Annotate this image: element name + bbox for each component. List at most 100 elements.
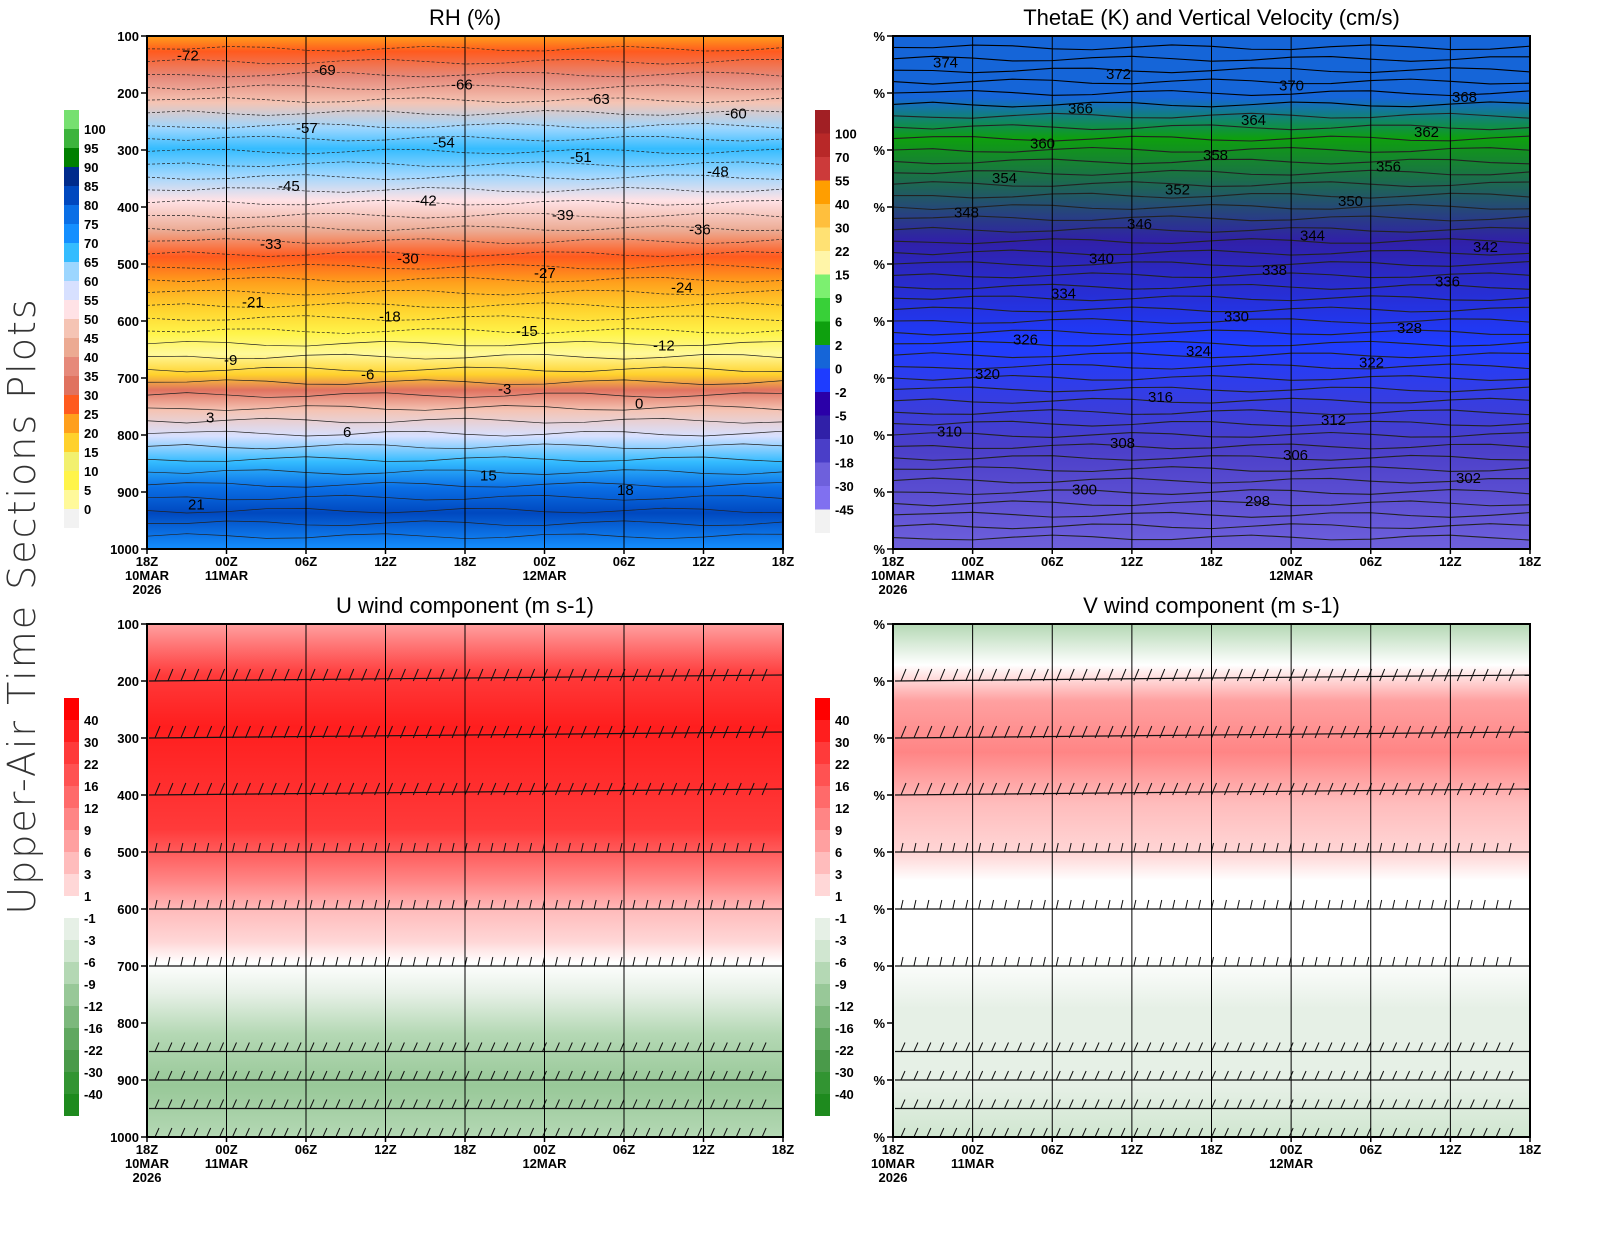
wind-barb (1392, 1099, 1398, 1109)
x-tick-label: 18Z (882, 554, 904, 569)
wind-barb (1094, 1042, 1100, 1052)
wind-barb (991, 1070, 997, 1081)
colorbar-swatch (64, 300, 79, 319)
wind-barb (1146, 1099, 1152, 1109)
wind-barb (1379, 956, 1383, 967)
wind-barb (335, 842, 339, 853)
wind-barb (1133, 668, 1140, 682)
wind-barb (1172, 725, 1179, 739)
wind-barb (1236, 1099, 1242, 1109)
wind-barb (1016, 1099, 1022, 1109)
wind-barb (412, 842, 416, 853)
wind-barb (697, 668, 703, 682)
wind-barb (1495, 842, 1499, 853)
wind-barb (1042, 1099, 1048, 1109)
wind-barb (991, 899, 995, 910)
wind-barb (606, 1127, 612, 1138)
wind-barb (619, 842, 623, 853)
wind-barb (257, 1127, 263, 1138)
wind-barb (1430, 899, 1434, 910)
contour-label: 342 (1473, 239, 1498, 256)
wind-barb (761, 782, 768, 796)
wind-barb (1107, 842, 1111, 853)
contour-label: 354 (992, 170, 1017, 187)
wind-barb (438, 1042, 444, 1052)
wind-barb (283, 1070, 289, 1081)
wind-barb (412, 782, 419, 796)
wind-barb (296, 1127, 302, 1138)
wind-barb (1366, 842, 1370, 853)
wind-barb (1159, 1042, 1165, 1052)
wind-barb (1314, 782, 1321, 796)
wind-barb (1055, 668, 1062, 682)
contour-label: 320 (975, 366, 1000, 383)
wind-barb (1172, 668, 1179, 682)
wind-barb (387, 1099, 392, 1109)
wind-barb (645, 1099, 651, 1109)
wind-barb (761, 1099, 767, 1109)
wind-barb (503, 1070, 509, 1081)
wind-barb (283, 1042, 289, 1052)
wind-barb (438, 899, 442, 910)
x-tick-label: 18Z (772, 554, 794, 569)
wind-barb (464, 668, 471, 682)
wind-barb (965, 842, 969, 853)
wind-barb (991, 782, 998, 796)
wind-barb (283, 1127, 289, 1138)
wind-barb (926, 668, 933, 682)
x-tick-label: 18Z (1200, 554, 1222, 569)
wind-barb (1443, 1099, 1449, 1109)
wind-barb (219, 1042, 225, 1052)
wind-barb (926, 956, 930, 967)
wind-barb (1405, 956, 1409, 967)
wind-barb (425, 1070, 431, 1081)
wind-barb (671, 842, 675, 853)
wind-barb (451, 842, 455, 853)
wind-barb (952, 725, 959, 739)
wind-barb (1482, 899, 1486, 910)
wind-barb (451, 956, 455, 967)
colorbar-label: 6 (835, 315, 842, 330)
wind-barb (965, 1042, 971, 1052)
wind-barb (1068, 842, 1072, 853)
colorbar-label: 75 (84, 217, 98, 232)
wind-barb (232, 1127, 237, 1138)
wind-barb (1340, 668, 1347, 682)
wind-barb (1392, 1127, 1398, 1138)
wind-barb (1327, 725, 1334, 739)
colorbar-swatch (64, 1072, 79, 1094)
wind-barb (671, 725, 678, 739)
colorbar-swatch (815, 392, 830, 416)
wind-barb (399, 1099, 405, 1109)
wind-barb (374, 1127, 380, 1138)
wind-barb (1366, 1099, 1372, 1109)
x-tick-date: 11MAR (205, 568, 249, 583)
wind-barb (1327, 1127, 1333, 1138)
wind-barb (671, 1099, 677, 1109)
wind-barb (684, 956, 688, 967)
wind-barb (167, 956, 171, 967)
wind-barb (697, 1099, 702, 1109)
wind-barb (1262, 1099, 1268, 1109)
wind-barb (1236, 725, 1243, 739)
wind-barb (991, 1099, 997, 1109)
wind-barb (361, 842, 365, 853)
colorbar-swatch (815, 786, 830, 808)
colorbar-swatch (64, 224, 79, 243)
y-tick-label: % (873, 542, 885, 557)
wind-barb (1094, 1099, 1100, 1109)
wind-barb (697, 1127, 702, 1138)
wind-barb (464, 782, 471, 796)
wind-barb (283, 725, 290, 739)
contour-label: 322 (1359, 354, 1384, 371)
wind-barb (1198, 842, 1202, 853)
colorbar-swatch (815, 298, 830, 322)
wind-barb (361, 782, 368, 796)
wind-barb (1314, 1099, 1320, 1109)
contour-label: 302 (1456, 470, 1481, 487)
x-tick-date: 12MAR (1269, 1156, 1314, 1171)
colorbar-swatch (64, 830, 79, 852)
wind-barb (735, 782, 742, 796)
wind-barb (1314, 668, 1321, 682)
